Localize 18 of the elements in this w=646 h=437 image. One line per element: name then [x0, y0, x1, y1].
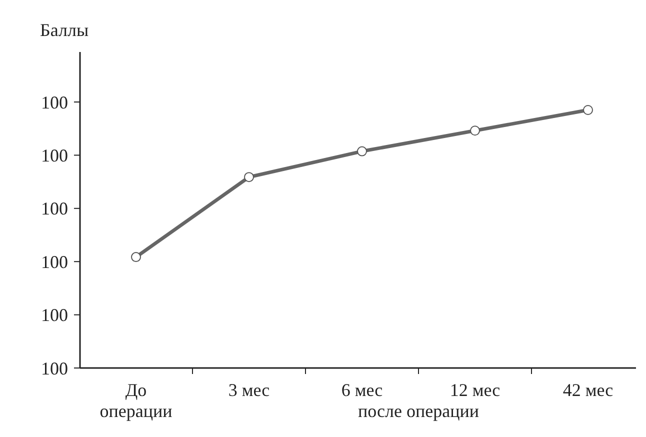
point [244, 172, 254, 182]
point [131, 252, 141, 262]
x-tick-label: 12 мес [450, 380, 500, 400]
x-tick-label: 3 мес [228, 380, 270, 400]
x-tick-label: 6 мес [341, 380, 383, 400]
text: 100 [41, 198, 68, 219]
text: 100 [41, 358, 68, 378]
text: 100 [41, 92, 68, 112]
text: 100 [41, 252, 68, 272]
text: 100 [41, 146, 68, 166]
x-tick-label: До операции [100, 380, 173, 421]
point [357, 146, 367, 156]
point [583, 105, 593, 115]
x-tick-label: 42 мес [562, 380, 614, 400]
point [470, 126, 480, 136]
text: 100 [41, 305, 68, 326]
y-axis-title: Баллы [40, 20, 89, 40]
x-axis-title: после операции [358, 401, 480, 421]
